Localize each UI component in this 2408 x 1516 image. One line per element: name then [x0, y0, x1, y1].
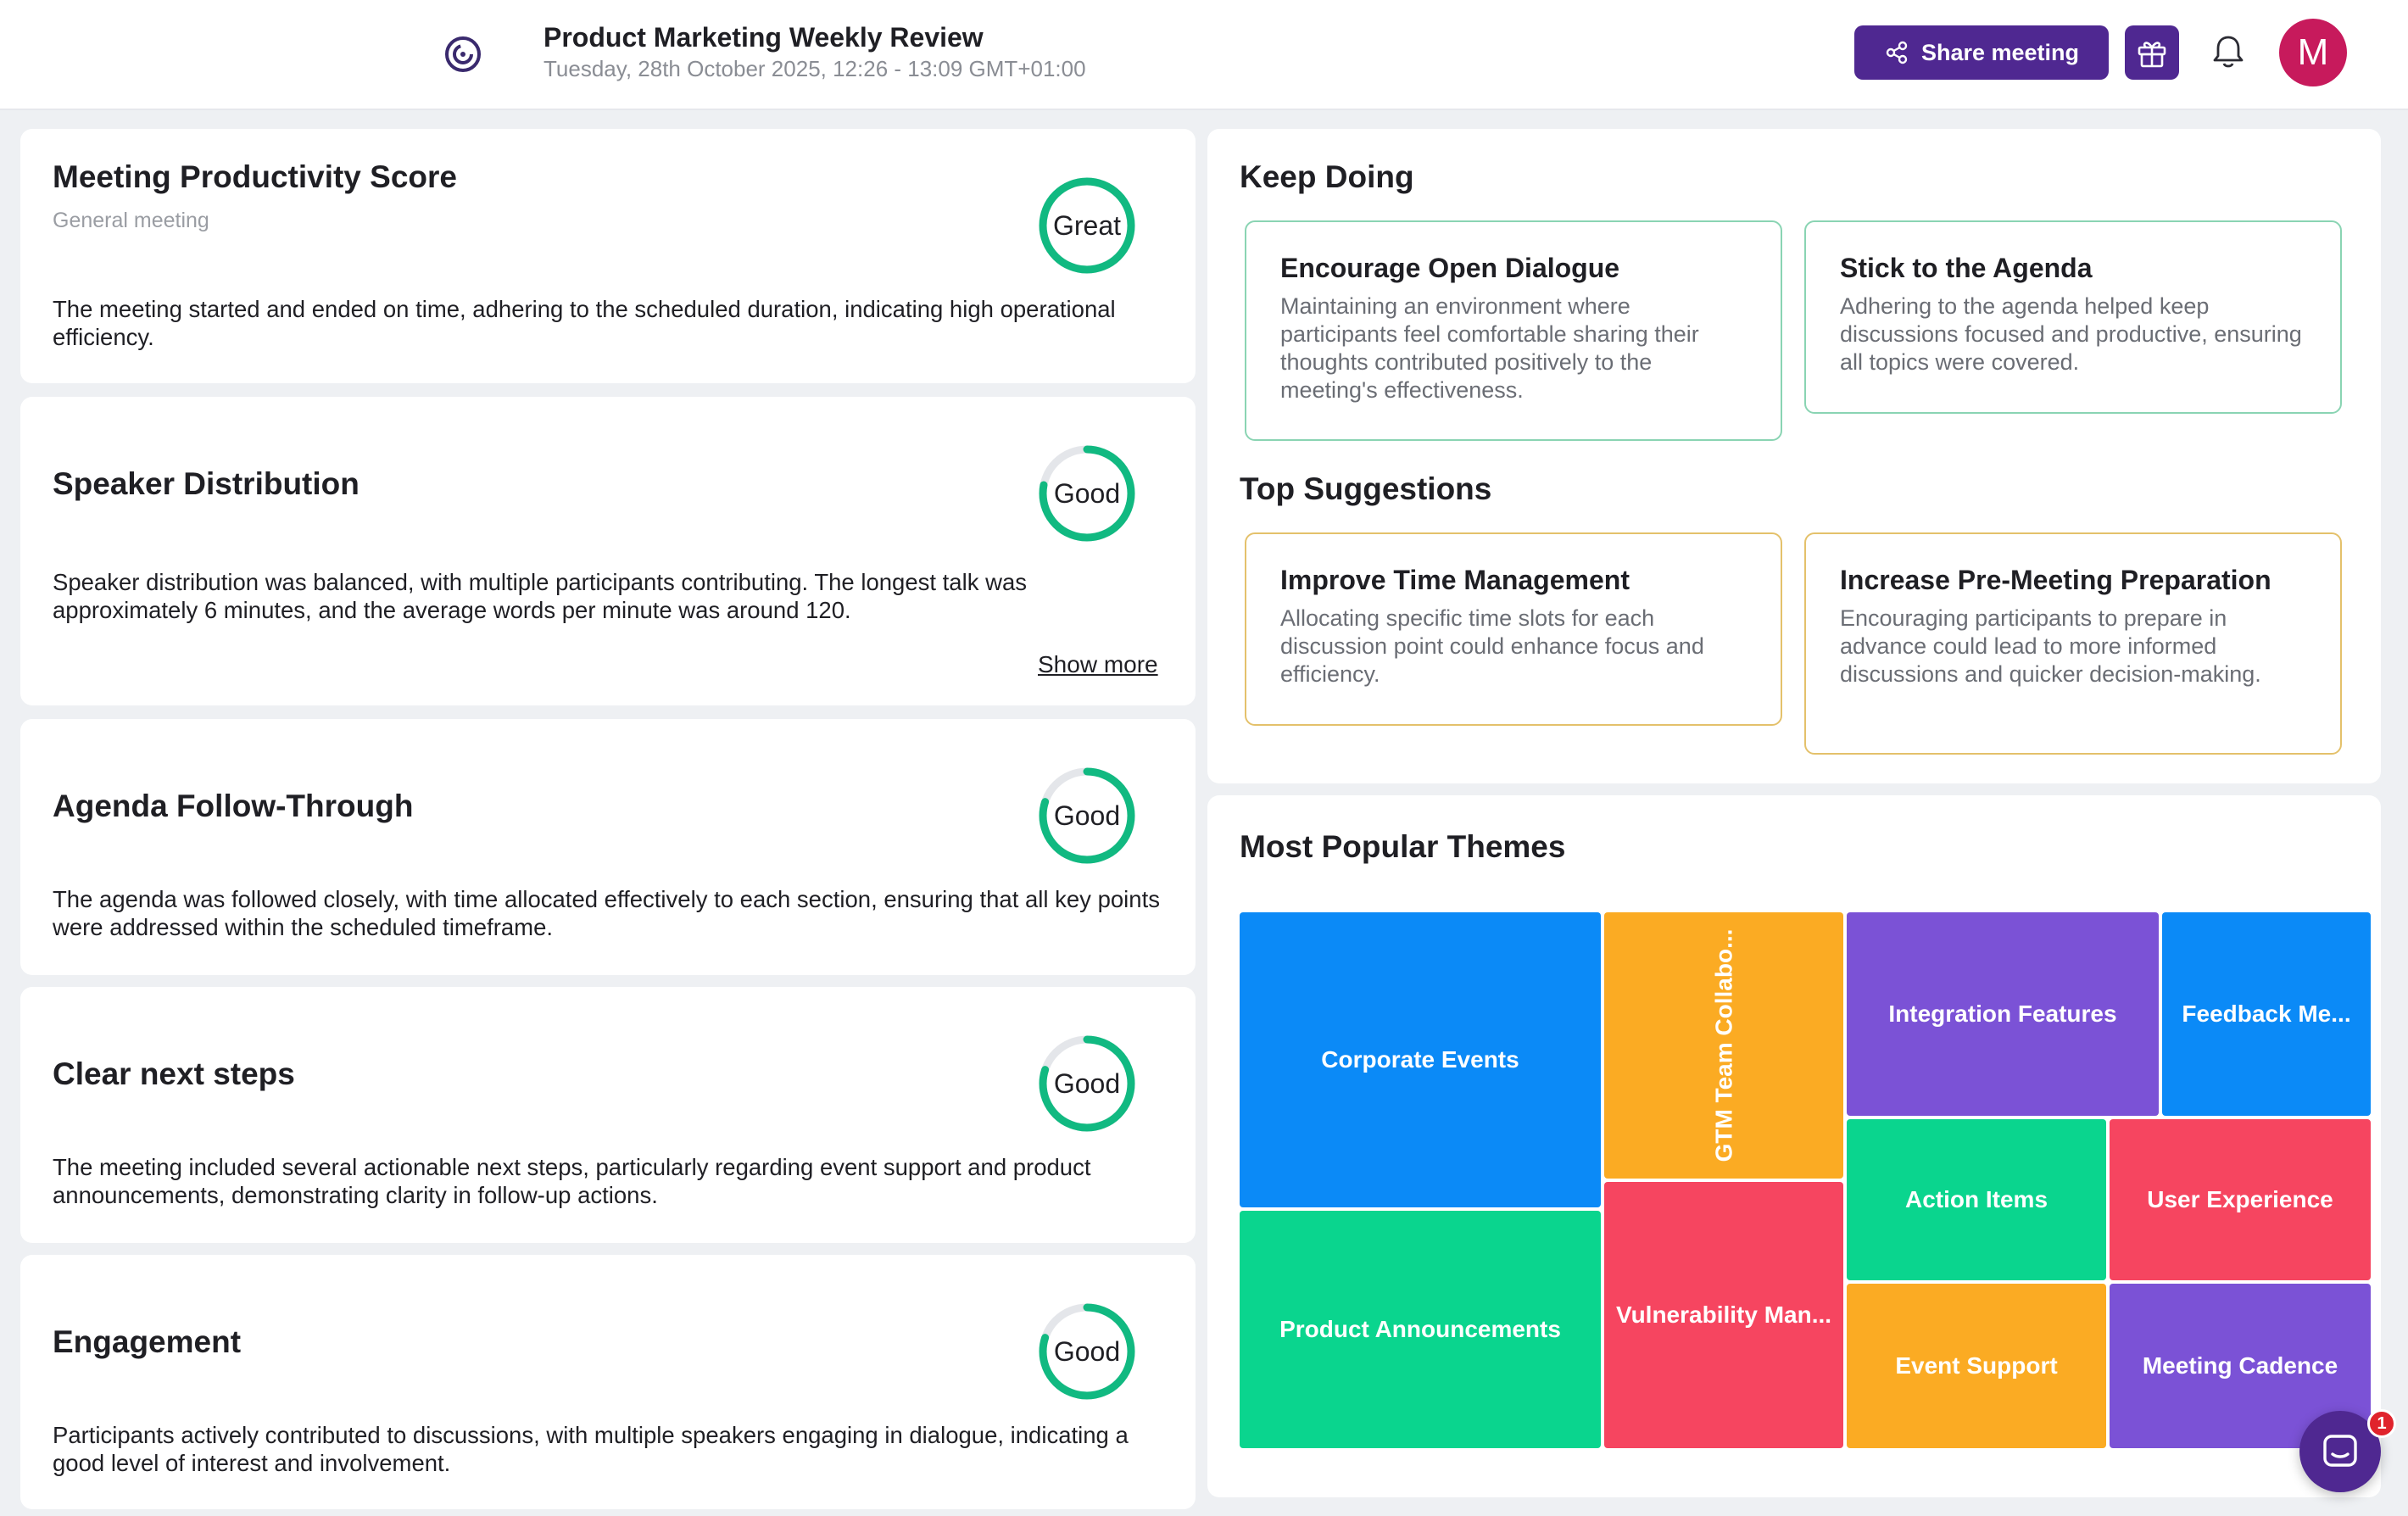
metric-title: Agenda Follow-Through [53, 789, 414, 823]
top-suggestions-heading: Top Suggestions [1240, 471, 1492, 506]
metric-title: Engagement [53, 1324, 242, 1359]
score-label: Great [1052, 209, 1122, 241]
share-icon [1886, 41, 1908, 64]
score-ring: Good [1038, 1302, 1136, 1401]
suggestion-card: Increase Pre-Meeting Preparation Encoura… [1804, 532, 2342, 755]
themes-treemap: Corporate Events GTM Team Collabo... Int… [1207, 795, 2381, 1497]
metric-card-next-steps: Clear next steps Good The meeting includ… [20, 987, 1196, 1243]
notification-badge: 1 [2367, 1409, 2396, 1438]
meeting-datetime: Tuesday, 28th October 2025, 12:26 - 13:0… [543, 56, 1086, 81]
gift-button[interactable] [2125, 25, 2179, 80]
theme-label: Action Items [1904, 1186, 2048, 1212]
metric-card-engagement: Engagement Good Participants actively co… [20, 1255, 1196, 1509]
tip-description: Maintaining an environment where partici… [1280, 293, 1699, 403]
metric-title: Clear next steps [53, 1056, 295, 1091]
themes-panel: Most Popular Themes Corporate Events GTM… [1207, 795, 2381, 1497]
share-meeting-label: Share meeting [1920, 39, 2080, 65]
metric-description: Speaker distribution was balanced, with … [53, 569, 1027, 623]
theme-tile[interactable]: Feedback Me... [2162, 912, 2371, 1116]
metric-description: The meeting started and ended on time, a… [53, 296, 1116, 350]
theme-label: Integration Features [1888, 1000, 2117, 1027]
score-label: Good [1053, 477, 1121, 509]
tip-title: Stick to the Agenda [1840, 253, 2093, 283]
theme-label: Event Support [1895, 1352, 2058, 1379]
tip-title: Encourage Open Dialogue [1280, 253, 1620, 283]
logo-icon[interactable] [443, 34, 483, 75]
keep-doing-heading: Keep Doing [1240, 159, 1414, 194]
theme-tile[interactable]: Action Items [1847, 1119, 2106, 1280]
suggestion-card: Improve Time Management Allocating speci… [1245, 532, 1782, 726]
score-label: Good [1053, 800, 1121, 831]
tip-description: Encouraging participants to prepare in a… [1840, 605, 2261, 687]
theme-label: User Experience [2147, 1186, 2333, 1212]
theme-label: Meeting Cadence [2142, 1352, 2338, 1379]
theme-label: Vulnerability Man... [1615, 1301, 1832, 1328]
theme-tile[interactable]: Event Support [1847, 1284, 2106, 1448]
gift-icon [2138, 42, 2166, 68]
theme-tile[interactable]: User Experience [2110, 1119, 2371, 1280]
score-label: Good [1053, 1067, 1121, 1099]
metric-description: Participants actively contributed to dis… [53, 1422, 1129, 1476]
keep-doing-card: Stick to the Agenda Adhering to the agen… [1804, 220, 2342, 414]
theme-tile[interactable]: Integration Features [1847, 912, 2159, 1116]
theme-label: Product Announcements [1279, 1316, 1561, 1342]
show-more-link[interactable]: Show more [1038, 651, 1158, 677]
theme-tile[interactable]: Corporate Events [1240, 912, 1601, 1207]
meeting-title: Product Marketing Weekly Review [543, 22, 984, 53]
chat-icon [2323, 1435, 2357, 1467]
theme-label: GTM Team Collabo... [1710, 928, 1736, 1162]
score-ring: Good [1038, 1034, 1136, 1133]
metric-title: Meeting Productivity Score [53, 159, 457, 194]
metric-card-productivity: Meeting Productivity Score General meeti… [20, 129, 1196, 383]
metric-subtitle: General meeting [53, 209, 209, 232]
tip-description: Adhering to the agenda helped keep discu… [1840, 293, 2302, 375]
tip-title: Improve Time Management [1280, 565, 1630, 595]
tip-title: Increase Pre-Meeting Preparation [1840, 565, 2271, 595]
metric-card-speaker-distribution: Speaker Distribution Good Speaker distri… [20, 397, 1196, 705]
feedback-panel: Keep Doing Encourage Open Dialogue Maint… [1207, 129, 2381, 783]
top-header: Product Marketing Weekly Review Tuesday,… [0, 0, 2408, 110]
score-ring: Great [1038, 176, 1136, 275]
share-meeting-button[interactable]: Share meeting [1854, 25, 2109, 80]
theme-label: Feedback Me... [2182, 1000, 2351, 1027]
theme-tile[interactable]: GTM Team Collabo... [1604, 912, 1843, 1179]
score-ring: Good [1038, 444, 1136, 543]
metric-title: Speaker Distribution [53, 466, 360, 501]
metric-description: The agenda was followed closely, with ti… [53, 886, 1160, 940]
theme-tile[interactable]: Product Announcements [1240, 1211, 1601, 1448]
themes-heading: Most Popular Themes [1240, 829, 1566, 864]
tip-description: Allocating specific time slots for each … [1280, 605, 1704, 687]
user-avatar[interactable]: M [2279, 19, 2347, 86]
score-label: Good [1053, 1335, 1121, 1367]
score-ring: Good [1038, 766, 1136, 865]
metric-card-agenda: Agenda Follow-Through Good The agenda wa… [20, 719, 1196, 975]
keep-doing-card: Encourage Open Dialogue Maintaining an e… [1245, 220, 1782, 441]
metric-description: The meeting included several actionable … [53, 1154, 1091, 1208]
bell-icon[interactable] [2210, 32, 2247, 71]
theme-label: Corporate Events [1321, 1046, 1519, 1073]
theme-tile[interactable]: Vulnerability Man... [1604, 1182, 1843, 1448]
